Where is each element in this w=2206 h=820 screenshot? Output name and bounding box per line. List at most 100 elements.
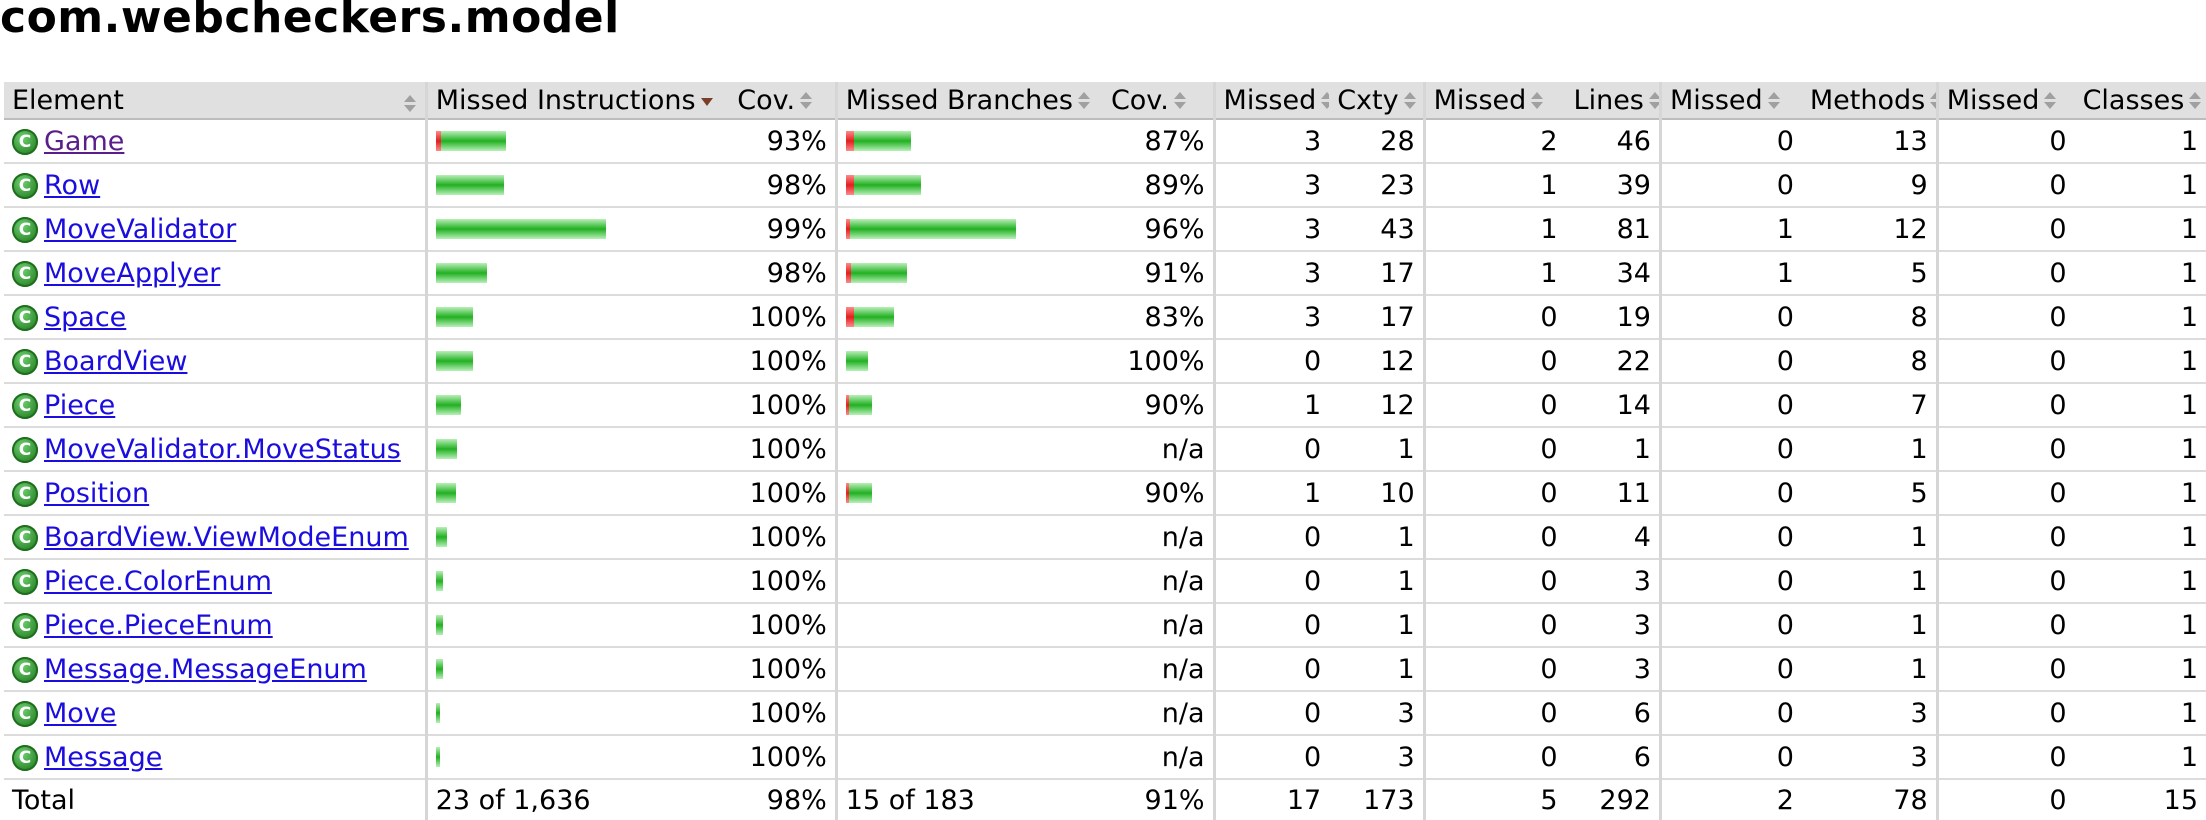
total-missed-lines: 5 xyxy=(1422,779,1566,820)
table-row: C BoardView.ViewModeEnum 100% n/a 0 1 0 4 0 1 0 1 xyxy=(4,515,2206,560)
lines: 1 xyxy=(1565,427,1661,472)
covered-bar-segment xyxy=(435,439,457,459)
methods: 5 xyxy=(1801,251,1938,296)
classes: 1 xyxy=(2074,119,2206,164)
coverage-bar-cell xyxy=(834,339,1103,384)
element-link[interactable]: BoardView.ViewModeEnum xyxy=(44,522,409,553)
coverage-bar-cell xyxy=(424,295,730,340)
missed-methods: 0 xyxy=(1658,559,1802,604)
total-instructions-coverage: 98% xyxy=(766,784,827,816)
element-link[interactable]: Row xyxy=(44,170,101,201)
lines: 39 xyxy=(1565,163,1661,208)
col-header-branches-coverage[interactable]: Cov. xyxy=(1102,82,1215,120)
empty-bar-cell xyxy=(834,603,1103,648)
classes: 1 xyxy=(2074,163,2206,208)
instructions-coverage: 100% xyxy=(729,427,837,472)
coverage-table: Element Missed Instructions Cov. Missed … xyxy=(4,82,2206,820)
sort-icon xyxy=(2188,92,2202,110)
element-link[interactable]: Message xyxy=(44,742,163,773)
complexity: 17 xyxy=(1329,251,1425,296)
element-link[interactable]: BoardView xyxy=(44,346,188,377)
col-header-missed-instructions[interactable]: Missed Instructions xyxy=(424,82,730,120)
complexity: 1 xyxy=(1329,603,1425,648)
missed-classes: 0 xyxy=(1935,339,2075,384)
missed-lines: 0 xyxy=(1422,427,1566,472)
element-link[interactable]: Game xyxy=(44,126,125,157)
missed-lines: 0 xyxy=(1422,295,1566,340)
missed-lines: 1 xyxy=(1422,207,1566,252)
covered-bar-segment xyxy=(435,307,473,327)
col-header-missed-classes[interactable]: Missed xyxy=(1935,82,2075,120)
element-link[interactable]: MoveApplyer xyxy=(44,258,221,289)
element-cell: C Position xyxy=(4,471,427,516)
coverage-bar-cell xyxy=(834,251,1103,296)
coverage-bar xyxy=(845,483,1095,504)
missed-classes: 0 xyxy=(1935,383,2075,428)
missed-lines: 0 xyxy=(1422,735,1566,780)
coverage-bar xyxy=(845,307,1095,328)
coverage-bar xyxy=(435,131,722,152)
element-cell: C MoveValidator xyxy=(4,207,427,252)
missed-methods: 0 xyxy=(1658,603,1802,648)
classes: 1 xyxy=(2074,295,2206,340)
instructions-coverage: 100% xyxy=(729,383,837,428)
coverage-bar xyxy=(845,351,1095,372)
col-header-lines[interactable]: Lines xyxy=(1565,82,1661,120)
classes: 1 xyxy=(2074,251,2206,296)
sort-icon xyxy=(1173,92,1187,110)
element-link[interactable]: Message.MessageEnum xyxy=(44,654,367,685)
instructions-coverage: 100% xyxy=(729,515,837,560)
element-cell: C Message.MessageEnum xyxy=(4,647,427,692)
covered-bar-segment xyxy=(440,131,506,151)
instructions-coverage: 93% xyxy=(729,119,837,164)
total-missed-instructions: 23 of 1,636 xyxy=(424,779,730,820)
coverage-bar-cell xyxy=(834,471,1103,516)
element-link[interactable]: Move xyxy=(44,698,117,729)
covered-bar-segment xyxy=(435,175,504,195)
coverage-bar xyxy=(435,439,722,460)
missed-methods: 0 xyxy=(1658,339,1802,384)
element-link[interactable]: MoveValidator xyxy=(44,214,237,245)
coverage-bar xyxy=(435,659,722,680)
missed-methods: 0 xyxy=(1658,691,1802,736)
element-link[interactable]: Piece.ColorEnum xyxy=(44,566,272,597)
methods: 3 xyxy=(1801,735,1938,780)
missed-lines: 0 xyxy=(1422,603,1566,648)
complexity: 1 xyxy=(1329,427,1425,472)
methods: 7 xyxy=(1801,383,1938,428)
element-link[interactable]: MoveValidator.MoveStatus xyxy=(44,434,401,465)
element-link[interactable]: Space xyxy=(44,302,127,333)
empty-bar-cell xyxy=(834,427,1103,472)
lines: 19 xyxy=(1565,295,1661,340)
col-header-missed-complexity[interactable]: Missed xyxy=(1212,82,1330,120)
lines: 34 xyxy=(1565,251,1661,296)
element-cell: C Message xyxy=(4,735,427,780)
methods: 8 xyxy=(1801,339,1938,384)
complexity: 17 xyxy=(1329,295,1425,340)
col-header-complexity[interactable]: Cxty xyxy=(1329,82,1425,120)
methods: 3 xyxy=(1801,691,1938,736)
branches-coverage: n/a xyxy=(1102,427,1215,472)
class-icon: C xyxy=(12,524,38,551)
sort-icon xyxy=(1929,92,1938,110)
col-header-methods[interactable]: Methods xyxy=(1801,82,1938,120)
classes: 1 xyxy=(2074,427,2206,472)
element-cell: C Space xyxy=(4,295,427,340)
table-body: C Game 93% 87% 3 28 2 46 0 13 0 1 C Row 98% 89% 3 23 1 39 0 9… xyxy=(4,119,2206,780)
covered-bar-segment xyxy=(435,527,447,547)
element-link[interactable]: Piece xyxy=(44,390,116,421)
missed-classes: 0 xyxy=(1935,647,2075,692)
element-link[interactable]: Position xyxy=(44,478,150,509)
branches-coverage: 96% xyxy=(1102,207,1215,252)
col-header-missed-lines[interactable]: Missed xyxy=(1422,82,1566,120)
coverage-bar xyxy=(845,175,1095,196)
covered-bar-segment xyxy=(853,175,921,195)
col-header-missed-branches[interactable]: Missed Branches xyxy=(834,82,1103,120)
missed-complexity: 0 xyxy=(1212,647,1330,692)
col-header-missed-methods[interactable]: Missed xyxy=(1658,82,1802,120)
col-header-instructions-coverage[interactable]: Cov. xyxy=(729,82,837,120)
col-header-element[interactable]: Element xyxy=(4,82,427,120)
col-header-classes[interactable]: Classes xyxy=(2074,82,2206,120)
element-link[interactable]: Piece.PieceEnum xyxy=(44,610,273,641)
